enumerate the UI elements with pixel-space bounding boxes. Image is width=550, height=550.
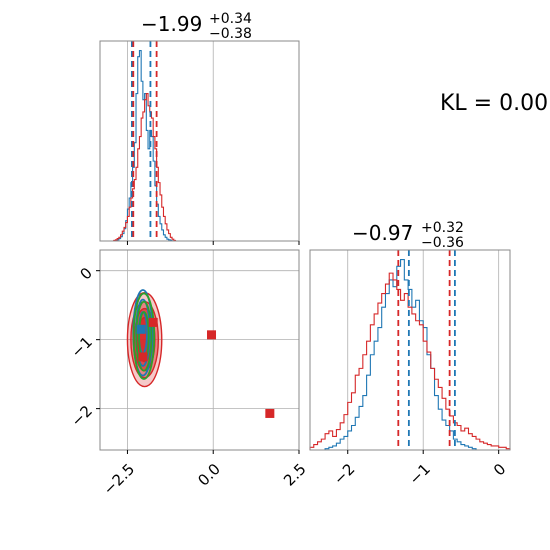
contour-x-tick-label: −2.5 bbox=[100, 460, 138, 498]
joint-contour-panel: −2.5 0.0 2.5 0 −1 −2 bbox=[68, 249, 310, 499]
contour-level-green bbox=[132, 292, 156, 380]
marker-red bbox=[207, 330, 217, 340]
x-title-minus: −0.38 bbox=[209, 26, 252, 42]
contour-y-tick-label: −2 bbox=[68, 402, 96, 430]
top-hist-blue bbox=[112, 49, 174, 242]
right-frame bbox=[309, 249, 511, 451]
right-hist-red bbox=[309, 272, 511, 450]
contour-y-tick-label: 0 bbox=[77, 264, 96, 283]
right-x-tick-label: −1 bbox=[406, 460, 434, 488]
marker-red bbox=[148, 317, 158, 327]
histogram-x-panel bbox=[99, 40, 300, 245]
marker-red bbox=[138, 352, 148, 362]
contour-x-tick-label: 0.0 bbox=[194, 460, 224, 490]
top-frame bbox=[99, 40, 300, 242]
y-title-minus: −0.36 bbox=[421, 235, 464, 251]
marker-blue bbox=[136, 324, 146, 334]
right-x-tick-label: −2 bbox=[330, 460, 358, 488]
contour-level-green bbox=[135, 300, 153, 372]
contour-y-tick-label: −1 bbox=[68, 333, 96, 361]
y-title-plus: +0.32 bbox=[421, 220, 464, 236]
right-x-tick-label: 0 bbox=[490, 460, 509, 479]
right-hist-blue bbox=[310, 258, 510, 451]
x-title-median: −1.99 bbox=[141, 12, 202, 36]
histogram-y-panel: −2 −1 0 bbox=[309, 249, 511, 488]
top-hist-red bbox=[112, 92, 178, 242]
y-title-median: −0.97 bbox=[352, 221, 413, 245]
marker-red bbox=[265, 408, 275, 418]
x-title-plus: +0.34 bbox=[209, 11, 252, 27]
contour-x-tick-label: 2.5 bbox=[280, 460, 310, 490]
kl-annotation: KL = 0.00 bbox=[440, 91, 548, 116]
contour-frame bbox=[99, 249, 300, 451]
